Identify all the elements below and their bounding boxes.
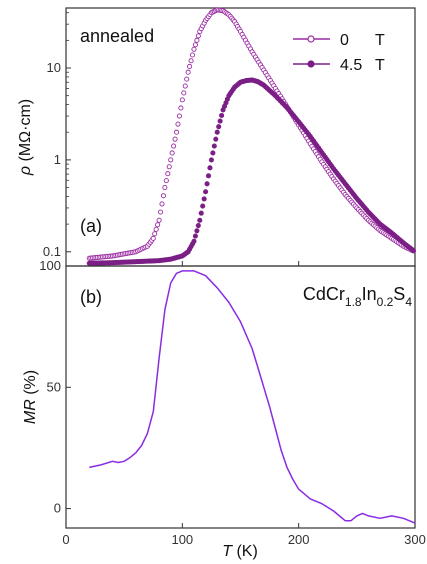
panel-a-point-s0-9-3 xyxy=(184,76,190,82)
panel-b-frame xyxy=(65,265,416,529)
panel-a-point-s1-9-2 xyxy=(205,173,212,179)
panel-b-xtick-label-1: 100 xyxy=(171,532,193,547)
panel-b-ylabel: MR (%) xyxy=(22,370,39,424)
panel-b-label: (b) xyxy=(80,287,102,307)
panel-a-point-s0-4-3 xyxy=(155,222,161,228)
panel-a-point-s0-6-2 xyxy=(165,171,171,177)
legend-45T-marker xyxy=(307,60,315,68)
legend-0T-value: 0 xyxy=(340,32,349,49)
panel-a-point-s0-10-3 xyxy=(189,52,196,58)
panel-b-ytick-label-2: 100 xyxy=(39,258,61,273)
panel-a-point-s1-8-2 xyxy=(200,203,206,209)
panel-a-point-s0-6-0 xyxy=(162,184,168,191)
panel-a-series-45T xyxy=(86,77,416,266)
panel-b-ytick-label-0: 0 xyxy=(54,501,61,516)
panel-a-point-s0-8-0 xyxy=(173,129,180,135)
panel-a-point-s0-4-2 xyxy=(153,226,159,232)
panel-a-point-s0-7-1 xyxy=(169,150,175,156)
panel-a-point-s1-11-1 xyxy=(216,124,222,130)
panel-a-label: (a) xyxy=(80,216,102,236)
panel-a-point-s1-10-3 xyxy=(213,136,219,142)
panel-a-point-s0-9-0 xyxy=(179,97,185,103)
panel-a-point-s1-9-0 xyxy=(203,189,209,195)
panel-a-point-s1-10-2 xyxy=(211,143,217,149)
panel-a-frame xyxy=(65,7,416,267)
panel-a-point-s0-5-1 xyxy=(157,209,164,215)
panel-a-point-s0-10-1 xyxy=(187,63,193,70)
panel-a-point-s0-8-3 xyxy=(178,105,184,111)
panel-b-xtick-label-0: 0 xyxy=(62,532,69,547)
panel-a-point-s0-4-0 xyxy=(150,235,156,241)
panel-a-point-s0-6-1 xyxy=(163,178,169,184)
panel-a-point-s0-9-2 xyxy=(182,83,188,89)
panel-a-point-s0-9-1 xyxy=(181,90,187,96)
panel-a-point-s0-7-3 xyxy=(172,136,178,142)
panel-a-point-s0-11-1 xyxy=(192,42,198,48)
panel-b-ytick-label-1: 50 xyxy=(47,379,61,394)
annealed-annotation: annealed xyxy=(80,26,154,46)
panel-a-point-s1-8-1 xyxy=(198,210,204,216)
panel-a-point-s0-4-1 xyxy=(152,231,158,237)
panel-a-point-s1-10-1 xyxy=(210,150,216,156)
panel-a-point-s0-6-3 xyxy=(166,164,172,170)
panel-a-point-s0-8-1 xyxy=(175,121,181,127)
panel-a-point-s1-8-0 xyxy=(197,217,203,223)
panel-a-ytick-label-0: 0.1 xyxy=(43,244,61,259)
panel-a-point-s1-9-1 xyxy=(204,181,210,187)
panel-a-point-s0-11-3 xyxy=(195,33,201,39)
panel-b-xlabel: T (K) xyxy=(222,543,258,560)
panel-a-point-s0-5-3 xyxy=(160,193,166,199)
panel-b-ticks: 0 50 100 0 100 200 300 xyxy=(39,258,426,547)
panel-a-point-s0-8-2 xyxy=(176,113,182,119)
panel-a-point-s0-10-2 xyxy=(188,58,194,64)
panel-b: 0 50 100 0 100 200 300 (b) CdCr1.8In0.2S4 MR (… xyxy=(22,258,426,560)
panel-a-point-s1-9-3 xyxy=(207,165,213,171)
panel-a-ytick-label-1: 1 xyxy=(54,152,61,167)
panel-a-point-s1-11-2 xyxy=(217,118,223,124)
panel-a-ylabel: ρ (MΩ·cm) xyxy=(17,99,34,176)
panel-a-point-s1-8-3 xyxy=(201,196,207,202)
legend-45T-value: 4.5 xyxy=(340,57,362,74)
panel-a: 0.1 1 10 annealed (a) 0 T 4.5 T ρ (MΩ·cm) xyxy=(17,7,416,267)
panel-a-point-s0-11-2 xyxy=(194,37,200,43)
compound-formula: CdCr1.8In0.2S4 xyxy=(303,284,412,309)
panel-b-xtick-label-3: 300 xyxy=(404,532,426,547)
panel-a-ytick-label-2: 10 xyxy=(47,60,61,75)
panel-a-point-s0-10-0 xyxy=(185,69,191,75)
panel-a-point-s1-7-0 xyxy=(191,238,197,244)
panel-a-point-s0-5-2 xyxy=(159,201,165,207)
panel-a-point-s1-11-3 xyxy=(219,112,225,119)
panel-a-point-s1-7-3 xyxy=(195,223,201,229)
panel-b-mr-curve xyxy=(89,270,416,524)
legend-0T-unit: T xyxy=(375,32,385,49)
panel-a-point-s0-11-0 xyxy=(191,46,197,52)
legend: 0 T 4.5 T xyxy=(293,32,385,74)
panel-a-point-s1-31-6 xyxy=(410,247,416,254)
panel-a-point-s1-7-1 xyxy=(192,233,198,239)
panel-a-point-s1-10-0 xyxy=(208,157,214,163)
panel-a-point-s1-11-0 xyxy=(214,129,220,135)
legend-0T-marker xyxy=(307,35,315,43)
panel-a-point-s0-7-0 xyxy=(168,157,174,163)
panel-a-point-s0-7-2 xyxy=(171,143,177,149)
panel-a-ticks: 0.1 1 10 xyxy=(43,12,416,266)
panel-a-point-s0-5-0 xyxy=(156,217,162,223)
legend-45T-unit: T xyxy=(375,57,385,74)
panel-b-xtick-label-2: 200 xyxy=(288,532,310,547)
panel-a-point-s1-7-2 xyxy=(194,228,200,234)
